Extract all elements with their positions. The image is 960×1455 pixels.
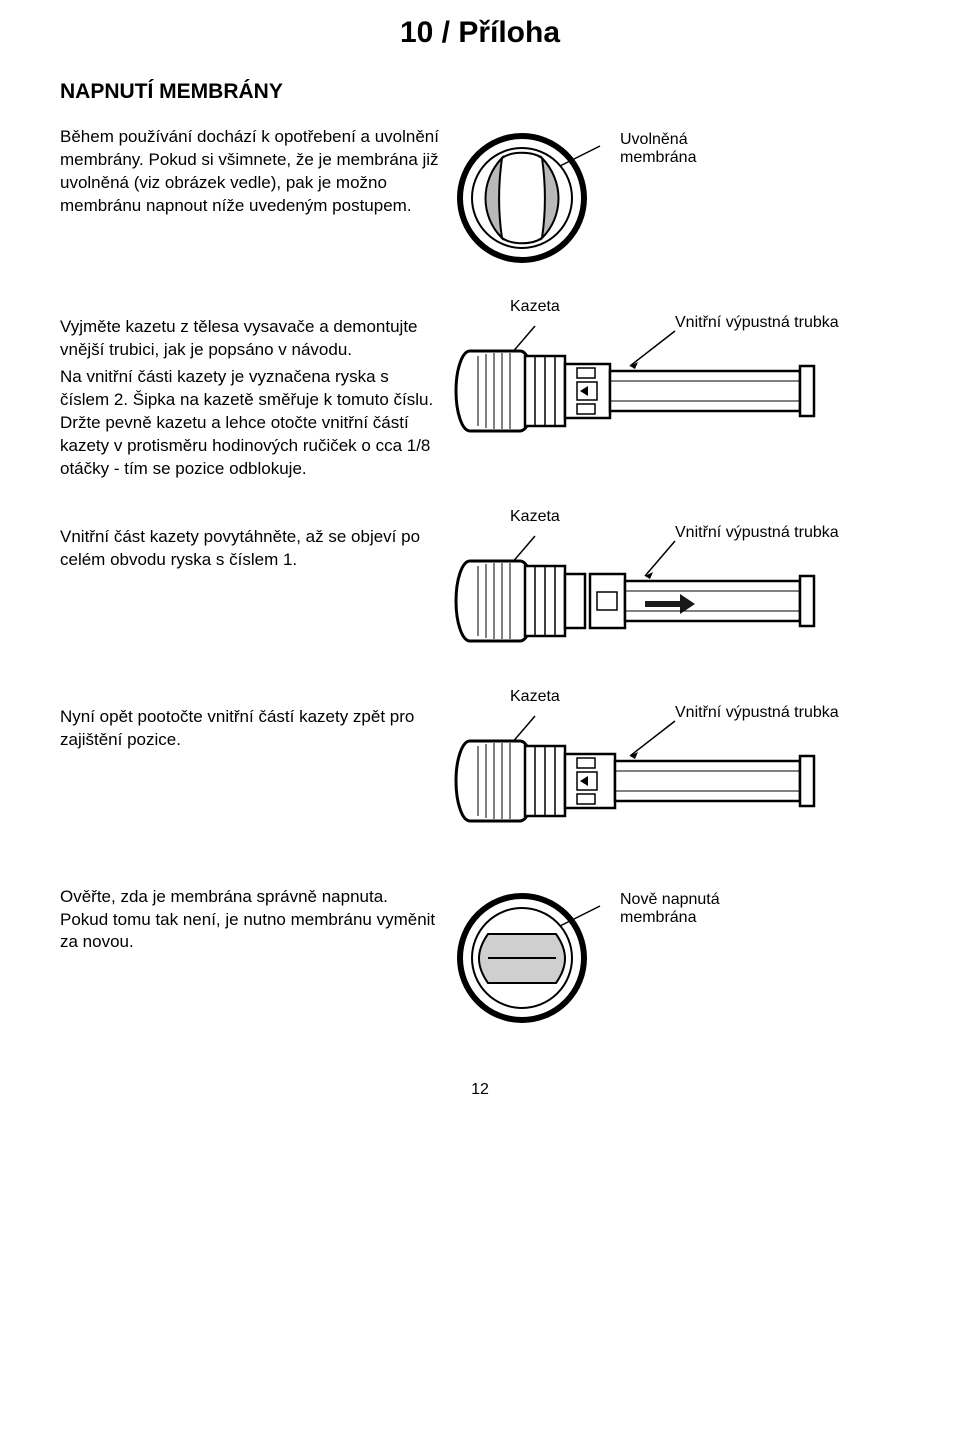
label-new-membrane: Nově napnutá membrána [620,891,750,927]
diagram-cassette-3 [450,706,870,836]
row-2: Vyjměte kazetu z tělesa vysavače a demon… [60,316,900,481]
diagram-cassette-1 [450,316,870,446]
label-tube-1: Vnitřní výpustná trubka [675,314,875,332]
section-heading: NAPNUTÍ MEMBRÁNY [60,80,900,104]
row-1: Během používání dochází k opotřebení a u… [60,126,900,271]
paragraph-1: Během používání dochází k opotřebení a u… [60,126,440,218]
paragraph-6: Ověřte, zda je membrána správně napnuta.… [60,886,440,955]
label-loosened-membrane: Uvolněná membrána [620,131,720,167]
diagram-loosened-membrane [450,126,610,271]
paragraph-3: Na vnitřní části kazety je vyznačena rys… [60,366,440,481]
label-cassette-2: Kazeta [510,508,560,526]
diagram-new-membrane [450,886,610,1031]
label-tube-2: Vnitřní výpustná trubka [675,524,875,542]
paragraph-2: Vyjměte kazetu z tělesa vysavače a demon… [60,316,440,362]
label-cassette-1: Kazeta [510,298,560,316]
diagram-cassette-2 [450,526,870,656]
row-4: Nyní opět pootočte vnitřní částí kazety … [60,706,900,841]
paragraph-5: Nyní opět pootočte vnitřní částí kazety … [60,706,440,752]
row-5: Ověřte, zda je membrána správně napnuta.… [60,886,900,1031]
page-title: 10 / Příloha [60,16,900,50]
paragraph-4: Vnitřní část kazety povytáhněte, až se o… [60,526,440,572]
row-3: Vnitřní část kazety povytáhněte, až se o… [60,526,900,661]
page-number: 12 [60,1081,900,1099]
label-cassette-3: Kazeta [510,688,560,706]
label-tube-3: Vnitřní výpustná trubka [675,704,875,722]
